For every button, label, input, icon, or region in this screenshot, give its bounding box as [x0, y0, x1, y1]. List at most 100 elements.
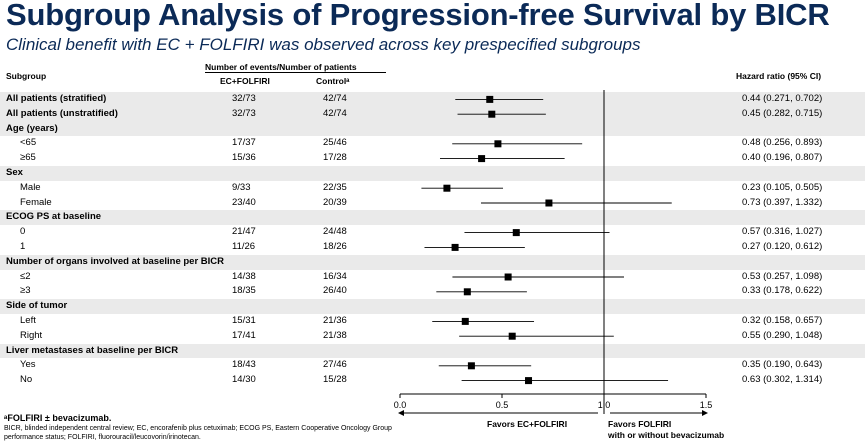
subgroup-table: All patients (stratified) 32/73 42/74 0.44 … — [0, 92, 865, 388]
ec-folfiri-events: 15/36 — [232, 152, 256, 164]
favors-folfiri-sub-label: with or without bevacizumab — [608, 430, 725, 440]
control-events: 17/28 — [323, 152, 347, 164]
control-events: 26/40 — [323, 285, 347, 297]
subgroup-label: 0 — [20, 226, 26, 238]
table-row: 1 11/26 18/26 0.27 (0.120, 0.612) — [0, 240, 865, 255]
x-axis-tick-label: 1.0 — [598, 400, 611, 410]
table-row: Yes 18/43 27/46 0.35 (0.190, 0.643) — [0, 358, 865, 373]
table-section-row: Liver metastases at baseline per BICR — [0, 343, 865, 359]
table-row: No 14/30 15/28 0.63 (0.302, 1.314) — [0, 373, 865, 388]
hazard-ratio-marker — [461, 317, 469, 325]
subgroup-label: Sex — [6, 166, 23, 178]
hazard-ratio-value: 0.32 (0.158, 0.657) — [742, 314, 823, 326]
table-row: ≥3 18/35 26/40 0.33 (0.178, 0.622) — [0, 284, 865, 299]
hazard-ratio-marker — [494, 140, 502, 148]
ec-folfiri-events: 17/37 — [232, 137, 256, 149]
favors-folfiri-label: Favors FOLFIRI — [608, 419, 672, 429]
ec-folfiri-events: 21/47 — [232, 226, 256, 238]
table-section-row: Age (years) — [0, 121, 865, 137]
subgroup-label: ECOG PS at baseline — [6, 211, 102, 223]
table-section-row: Side of tumor — [0, 299, 865, 314]
subgroup-label: ≤2 — [20, 270, 31, 282]
table-row: Right 17/41 21/38 0.55 (0.290, 1.048) — [0, 329, 865, 344]
ec-folfiri-events: 14/30 — [232, 374, 256, 386]
x-axis-tick-label: 1.5 — [700, 400, 713, 410]
hazard-ratio-value: 0.53 (0.257, 1.098) — [742, 270, 823, 282]
subgroup-label: Side of tumor — [6, 300, 68, 312]
ec-folfiri-events: 11/26 — [232, 240, 256, 252]
hazard-ratio-value: 0.35 (0.190, 0.643) — [742, 359, 823, 371]
table-section-row: Sex — [0, 165, 865, 181]
hazard-ratio-marker — [504, 273, 512, 281]
ec-header: EC+FOLFIRI — [220, 76, 270, 86]
table-row: 0 21/47 24/48 0.57 (0.316, 1.027) — [0, 225, 865, 240]
footnote-a: ᵃFOLFIRI ± bevacizumab. — [4, 413, 112, 423]
events-header-underline — [205, 72, 386, 73]
hazard-ratio-header: Hazard ratio (95% CI) — [736, 71, 822, 81]
hazard-ratio-marker — [443, 184, 451, 192]
ec-folfiri-events: 17/41 — [232, 329, 256, 341]
subgroup-label: 1 — [20, 240, 26, 252]
hazard-ratio-value: 0.57 (0.316, 1.027) — [742, 226, 823, 238]
subgroup-label: <65 — [20, 137, 37, 149]
subgroup-label: Left — [20, 314, 36, 326]
hazard-ratio-marker — [525, 377, 533, 385]
table-section-row: Number of organs involved at baseline pe… — [0, 254, 865, 270]
control-events: 18/26 — [323, 240, 347, 252]
subgroup-label: Age (years) — [6, 122, 58, 134]
hazard-ratio-value: 0.73 (0.397, 1.332) — [742, 196, 823, 208]
hazard-ratio-value: 0.33 (0.178, 0.622) — [742, 285, 823, 297]
hazard-ratio-marker — [488, 110, 496, 118]
table-row: Left 15/31 21/36 0.32 (0.158, 0.657) — [0, 314, 865, 329]
control-header: Controlᵃ — [316, 76, 350, 86]
hazard-ratio-marker — [463, 288, 471, 296]
ec-folfiri-events: 18/35 — [232, 285, 256, 297]
favors-left-arrowhead — [398, 410, 404, 416]
ec-folfiri-events: 15/31 — [232, 314, 256, 326]
hazard-ratio-value: 0.27 (0.120, 0.612) — [742, 240, 823, 252]
footnote-abbreviations-2: performance status; FOLFIRI, fluorouraci… — [4, 434, 201, 441]
favors-ec-label: Favors EC+FOLFIRI — [487, 419, 568, 429]
control-events: 15/28 — [323, 374, 347, 386]
hazard-ratio-marker — [512, 229, 520, 237]
hazard-ratio-marker — [508, 332, 516, 340]
subgroup-label: Male — [20, 181, 41, 193]
control-events: 25/46 — [323, 137, 347, 149]
ec-folfiri-events: 32/73 — [232, 107, 256, 119]
control-events: 20/39 — [323, 196, 347, 208]
control-events: 42/74 — [323, 107, 347, 119]
table-section-row: ECOG PS at baseline — [0, 210, 865, 226]
subgroup-label: Liver metastases at baseline per BICR — [6, 344, 179, 356]
table-row: Male 9/33 22/35 0.23 (0.105, 0.505) — [0, 181, 865, 196]
ec-folfiri-events: 18/43 — [232, 359, 256, 371]
subgroup-label: ≥65 — [20, 152, 36, 164]
table-section-row: All patients (stratified) 32/73 42/74 0.44 … — [0, 92, 865, 107]
subgroup-label: Yes — [20, 359, 36, 371]
ec-folfiri-events: 32/73 — [232, 93, 256, 104]
subgroup-label: Female — [20, 196, 52, 208]
footnote-abbreviations-1: BICR, blinded independent central review… — [4, 425, 392, 432]
control-events: 21/38 — [323, 329, 347, 341]
ec-folfiri-events: 14/38 — [232, 270, 256, 282]
control-events: 27/46 — [323, 359, 347, 371]
subgroup-header: Subgroup — [6, 71, 47, 81]
hazard-ratio-marker — [486, 95, 494, 103]
ec-folfiri-events: 23/40 — [232, 196, 256, 208]
control-events: 21/36 — [323, 314, 347, 326]
hazard-ratio-value: 0.55 (0.290, 1.048) — [742, 329, 823, 341]
x-axis-tick-label: 0.5 — [496, 400, 509, 410]
events-header: Number of events/Number of patients — [205, 62, 357, 72]
control-events: 42/74 — [323, 93, 347, 104]
subgroup-label: All patients (unstratified) — [6, 107, 118, 119]
x-axis-tick-label: 0.0 — [394, 400, 407, 410]
subgroup-label: No — [20, 374, 33, 386]
hazard-ratio-value: 0.44 (0.271, 0.702) — [742, 93, 823, 104]
hazard-ratio-marker — [545, 199, 553, 207]
hazard-ratio-value: 0.45 (0.282, 0.715) — [742, 107, 823, 119]
subgroup-label: Right — [20, 329, 43, 341]
page-title: Subgroup Analysis of Progression-free Su… — [6, 0, 830, 32]
subgroup-label: All patients (stratified) — [6, 93, 107, 104]
hazard-ratio-marker — [467, 362, 475, 370]
ec-folfiri-events: 9/33 — [232, 181, 251, 193]
